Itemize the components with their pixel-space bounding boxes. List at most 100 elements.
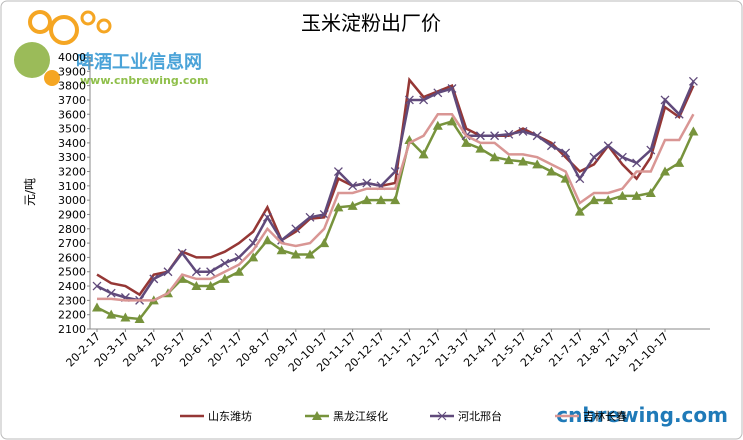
marker [475, 143, 486, 153]
marker [177, 248, 187, 258]
y-tick-label: 2100 [58, 323, 86, 336]
marker [262, 235, 273, 245]
marker [234, 266, 244, 276]
y-axis-label: 元/吨 [23, 178, 37, 206]
marker [206, 267, 216, 277]
marker [92, 281, 102, 291]
marker [390, 167, 400, 176]
y-tick-label: 3500 [58, 123, 86, 136]
series-line [96, 76, 695, 297]
marker [447, 116, 457, 126]
y-tick-label: 2200 [58, 309, 86, 322]
logo [14, 10, 112, 86]
y-tick-label: 3200 [58, 166, 86, 179]
marker [418, 149, 429, 159]
legend-label: 山东潍坊 [208, 409, 252, 423]
marker [461, 137, 472, 147]
marker [333, 202, 344, 212]
y-tick-label: 3600 [58, 108, 86, 121]
marker [432, 120, 443, 130]
marker [205, 281, 216, 291]
marker [305, 212, 315, 222]
marker [617, 190, 628, 200]
chart-title: 玉米淀粉出厂价 [301, 11, 441, 35]
marker [390, 195, 401, 205]
marker [248, 252, 259, 262]
y-tick-label: 3700 [58, 94, 86, 107]
marker [546, 166, 557, 176]
marker [319, 238, 330, 248]
y-tick-label: 3800 [58, 80, 86, 93]
marker [674, 109, 684, 119]
legend-label: 吉林长春 [583, 409, 627, 423]
marker [532, 131, 542, 141]
marker [447, 84, 457, 93]
marker [319, 210, 329, 219]
marker [646, 145, 656, 155]
marker [291, 224, 301, 234]
marker [660, 166, 670, 176]
marker [134, 313, 145, 323]
marker [503, 155, 514, 165]
y-tick-label: 2900 [58, 208, 86, 221]
marker [575, 174, 585, 184]
marker [305, 249, 315, 259]
legend-marker [312, 411, 322, 420]
y-tick-label: 4000 [58, 51, 86, 64]
marker [106, 309, 117, 319]
marker [177, 273, 188, 283]
marker [660, 95, 670, 105]
marker [688, 126, 699, 136]
marker [362, 178, 372, 188]
y-tick-label: 3300 [58, 151, 86, 164]
marker [191, 281, 202, 291]
y-tick-label: 2400 [58, 280, 86, 293]
marker [220, 258, 230, 268]
marker [106, 288, 116, 298]
marker [645, 188, 656, 197]
marker [163, 267, 173, 277]
y-tick-label: 3400 [58, 137, 86, 150]
y-tick-label: 2600 [58, 251, 86, 264]
marker [489, 152, 500, 162]
marker [262, 212, 272, 222]
marker [504, 129, 514, 139]
marker [404, 95, 414, 105]
marker [333, 167, 343, 176]
marker [433, 88, 443, 98]
y-tick-label: 3900 [58, 65, 86, 78]
y-tick-label: 2300 [58, 294, 86, 307]
marker [674, 157, 685, 167]
marker [490, 131, 500, 141]
marker [561, 148, 571, 158]
marker [589, 195, 599, 205]
marker [518, 126, 528, 136]
marker [617, 152, 627, 162]
marker [376, 195, 386, 205]
marker [560, 173, 571, 183]
y-tick-label: 2500 [58, 266, 86, 279]
marker [631, 190, 642, 200]
marker [191, 267, 201, 277]
legend-label: 河北邢台 [458, 409, 502, 423]
marker [546, 141, 556, 151]
marker [589, 152, 599, 162]
marker [219, 273, 230, 283]
marker [361, 195, 372, 205]
y-tick-label: 3100 [58, 180, 86, 193]
watermark: 啤酒工业信息网 [76, 51, 202, 73]
legend-label: 黑龙江绥化 [333, 409, 388, 423]
marker [518, 156, 528, 166]
marker [92, 302, 102, 312]
marker [475, 131, 485, 141]
y-tick-label: 2800 [58, 223, 86, 236]
marker [234, 252, 244, 262]
marker [348, 181, 358, 191]
marker [149, 274, 159, 284]
marker [532, 159, 543, 169]
series-line [97, 113, 695, 302]
watermark-url: www.cnbrewing.com [80, 74, 208, 87]
y-tick-label: 2700 [58, 237, 86, 250]
marker [120, 312, 131, 322]
